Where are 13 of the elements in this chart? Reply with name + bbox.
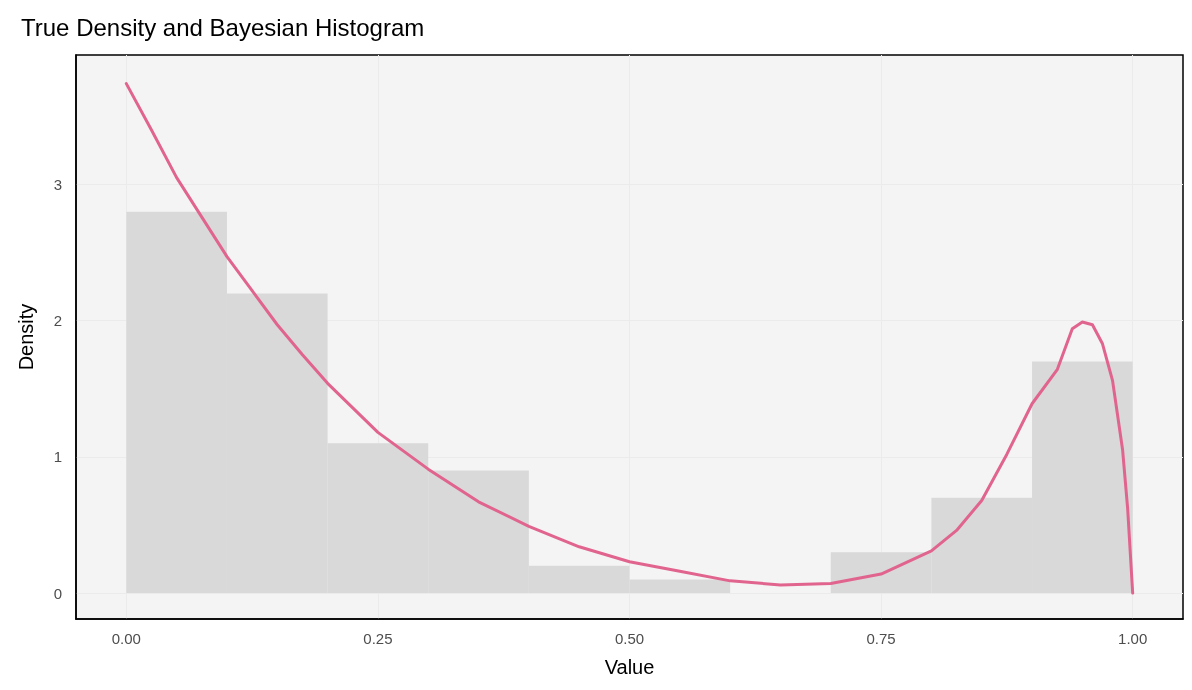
y-tick-label: 3 [53, 175, 62, 193]
x-axis-title: Value [604, 656, 655, 678]
chart-title: True Density and Bayesian Histogram [21, 13, 425, 41]
line-series [124, 82, 1135, 595]
y-axis-title: Density [15, 303, 37, 371]
x-tick-label: 1.00 [1118, 630, 1148, 647]
y-tick-label: 1 [53, 448, 62, 466]
x-tick-label: 0.50 [614, 630, 645, 647]
x-tick-label: 0.75 [866, 630, 896, 647]
x-tick-label: 0.25 [363, 630, 393, 647]
x-tick-label: 0.00 [111, 630, 141, 647]
y-tick-label: 2 [53, 312, 62, 330]
y-tick-label: 0 [53, 584, 62, 602]
